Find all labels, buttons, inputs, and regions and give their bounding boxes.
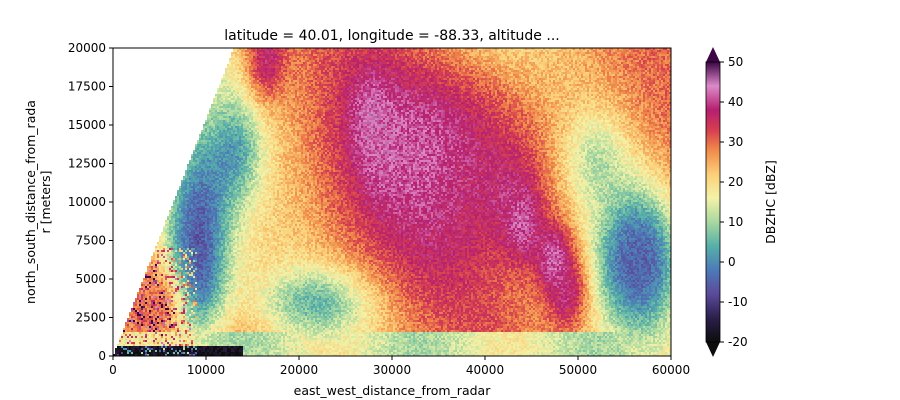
y-tick-label: 5000 — [75, 272, 106, 286]
y-tick-label: 7500 — [75, 234, 106, 248]
x-axis: 0 10000 20000 30000 40000 50000 60000 — [109, 356, 690, 377]
chart-title: latitude = 40.01, longitude = -88.33, al… — [224, 28, 559, 44]
y-tick-label: 15000 — [68, 118, 106, 132]
y-tick-label: 10000 — [68, 195, 106, 209]
x-tick-label: 60000 — [652, 363, 690, 377]
y-tick-label: 20000 — [68, 41, 106, 55]
colorbar-extend-max — [706, 47, 720, 62]
y-axis-label-line1: north_south_distance_from_rada — [23, 100, 38, 304]
colorbar-tick-label: -10 — [728, 295, 748, 309]
colorbar-ticks: -20 -10 0 10 20 30 40 50 — [720, 55, 748, 349]
colorbar-tick-label: 50 — [728, 55, 743, 69]
colorbar-extend-min — [706, 342, 720, 357]
x-tick-label: 20000 — [280, 363, 318, 377]
colorbar-tick-label: 30 — [728, 135, 743, 149]
y-tick-label: 17500 — [68, 80, 106, 94]
colorbar: -20 -10 0 10 20 30 40 50 DBZHC [dBZ] — [705, 47, 778, 357]
x-tick-label: 30000 — [373, 363, 411, 377]
y-axis: 0 2500 5000 7500 10000 12500 15000 17500 20000 — [68, 41, 113, 363]
colorbar-label: DBZHC [dBZ] — [763, 160, 778, 244]
x-tick-label: 0 — [109, 363, 117, 377]
colorbar-tick-label: -20 — [728, 335, 748, 349]
y-tick-label: 0 — [98, 349, 106, 363]
colorbar-tick-label: 10 — [728, 215, 743, 229]
colorbar-frame — [705, 61, 721, 343]
colorbar-tick-label: 0 — [728, 255, 736, 269]
y-tick-label: 2500 — [75, 311, 106, 325]
x-tick-label: 50000 — [559, 363, 597, 377]
x-tick-label: 40000 — [466, 363, 504, 377]
x-tick-label: 10000 — [187, 363, 225, 377]
colorbar-scale — [706, 62, 720, 342]
reflectivity-field — [113, 48, 671, 356]
y-tick-label: 12500 — [68, 157, 106, 171]
x-axis-label: east_west_distance_from_radar — [294, 383, 492, 398]
colorbar-tick-label: 40 — [728, 95, 743, 109]
colorbar-tick-label: 20 — [728, 175, 743, 189]
y-axis-label-line2: r [meters] — [38, 171, 53, 234]
plot-area — [112, 47, 672, 357]
